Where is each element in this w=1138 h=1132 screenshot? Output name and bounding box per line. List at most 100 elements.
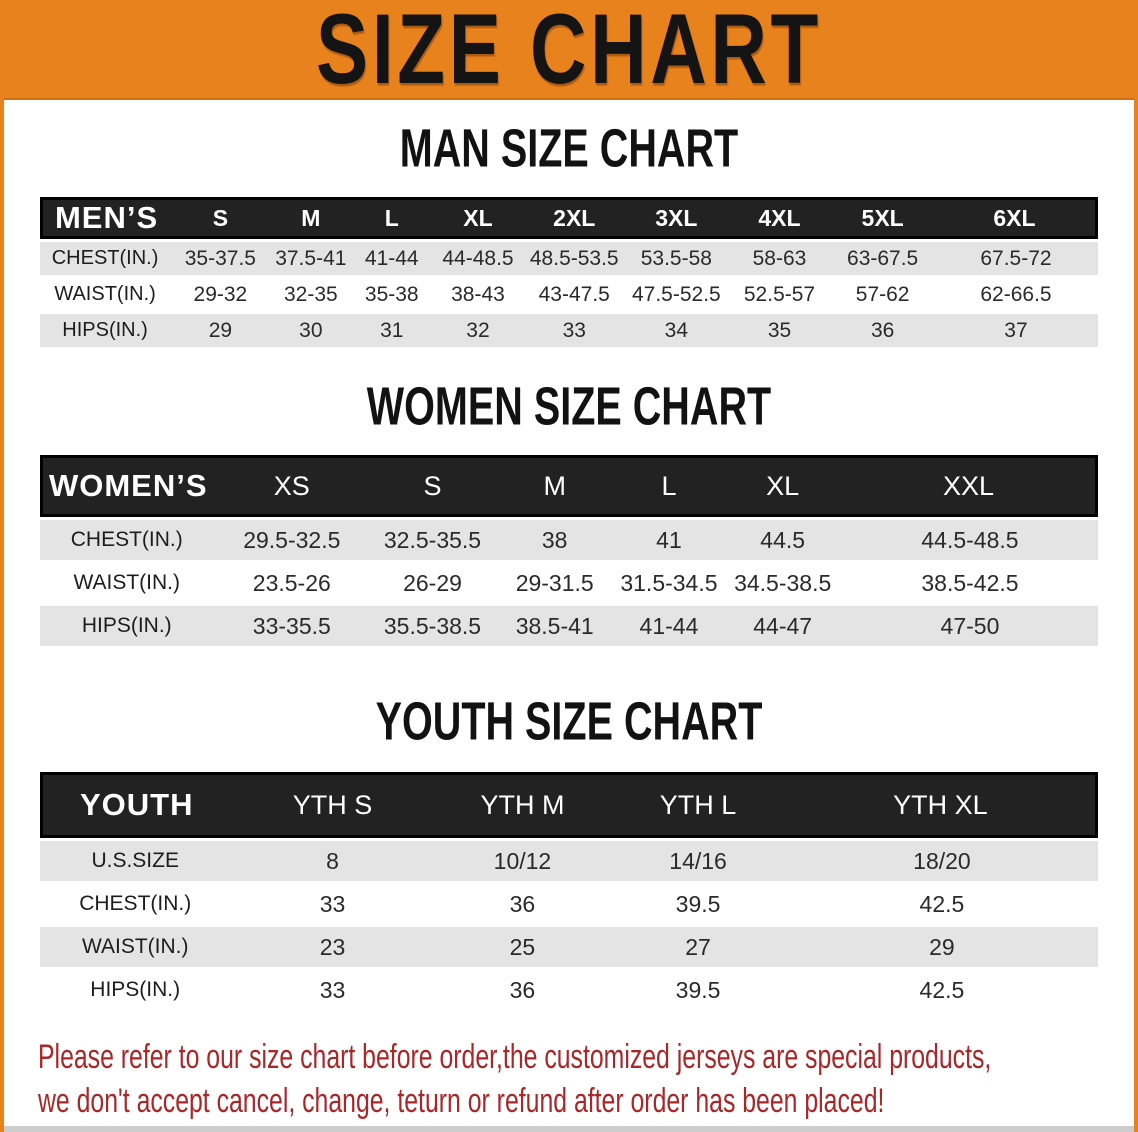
table-row: HIPS(IN.) 33-35.5 35.5-38.5 38.5-41 41-44 44-… (40, 606, 1098, 646)
size-value-cell: 29-31.5 (494, 563, 615, 603)
table-row: HIPS(IN.) 29 30 31 32 33 34 35 36 37 (40, 314, 1098, 347)
size-value-cell: 37 (933, 314, 1098, 347)
size-value-cell: 37.5-41 (270, 242, 352, 275)
size-value-cell: 38-43 (432, 278, 524, 311)
size-value-cell: 29 (170, 314, 271, 347)
size-value-cell: 41 (614, 520, 724, 560)
row-label: CHEST(IN.) (40, 242, 171, 275)
size-value-cell: 8 (230, 841, 435, 881)
size-column-header: YTH L (610, 772, 786, 838)
size-value-cell: 32.5-35.5 (370, 520, 495, 560)
size-value-cell: 23 (230, 927, 435, 967)
row-label: HIPS(IN.) (40, 970, 231, 1010)
row-label: HIPS(IN.) (40, 314, 171, 347)
banner-title: SIZE CHART (316, 0, 822, 104)
men-section: MAN SIZE CHART MEN’S S M L XL 2XL 3XL 4XL 5XL 6XL… (0, 118, 1138, 350)
size-value-cell: 53.5-58 (625, 242, 728, 275)
women-section-title: WOMEN SIZE CHART (366, 375, 772, 437)
size-value-cell: 32-35 (270, 278, 352, 311)
size-value-cell: 31.5-34.5 (614, 563, 724, 603)
size-value-cell: 32 (432, 314, 524, 347)
men-section-title: MAN SIZE CHART (399, 117, 739, 179)
women-section: WOMEN SIZE CHART WOMEN’S XS S M L XL XXL CHEST(… (0, 376, 1138, 649)
row-label: WAIST(IN.) (40, 563, 214, 603)
size-value-cell: 44-47 (723, 606, 842, 646)
size-column-header: 2XL (523, 197, 626, 239)
youth-section: YOUTH SIZE CHART YOUTH YTH S YTH M YTH L YTH… (0, 691, 1138, 1013)
youth-section-title: YOUTH SIZE CHART (375, 690, 763, 752)
size-value-cell: 27 (610, 927, 786, 967)
size-value-cell: 33-35.5 (213, 606, 371, 646)
size-column-header: YTH S (230, 772, 435, 838)
size-column-header: S (170, 197, 271, 239)
left-border-strip (0, 0, 4, 1132)
banner: SIZE CHART (0, 0, 1138, 104)
size-column-header: M (270, 197, 352, 239)
size-value-cell: 35.5-38.5 (370, 606, 495, 646)
table-header-row: MEN’S S M L XL 2XL 3XL 4XL 5XL 6XL (40, 197, 1098, 239)
table-header-row: WOMEN’S XS S M L XL XXL (40, 455, 1098, 517)
size-value-cell: 52.5-57 (727, 278, 832, 311)
size-column-header: XXL (841, 455, 1098, 517)
size-column-header: 5XL (831, 197, 934, 239)
size-value-cell: 38.5-41 (494, 606, 615, 646)
size-value-cell: 34 (625, 314, 728, 347)
table-header-label: WOMEN’S (40, 455, 214, 517)
size-value-cell: 48.5-53.5 (523, 242, 626, 275)
table-row: WAIST(IN.) 23 25 27 29 (40, 927, 1098, 967)
size-value-cell: 36 (434, 970, 611, 1010)
size-value-cell: 25 (434, 927, 611, 967)
size-column-header: 3XL (625, 197, 728, 239)
size-value-cell: 33 (523, 314, 626, 347)
size-value-cell: 47.5-52.5 (625, 278, 728, 311)
size-column-header: XS (213, 455, 371, 517)
row-label: CHEST(IN.) (40, 884, 231, 924)
size-column-header: XL (723, 455, 842, 517)
size-value-cell: 30 (270, 314, 352, 347)
size-value-cell: 57-62 (831, 278, 934, 311)
table-row: WAIST(IN.) 29-32 32-35 35-38 38-43 43-47.5 47.… (40, 278, 1098, 311)
size-column-header: YTH M (434, 772, 611, 838)
size-column-header: L (351, 197, 433, 239)
row-label: WAIST(IN.) (40, 278, 171, 311)
size-value-cell: 67.5-72 (933, 242, 1098, 275)
size-value-cell: 43-47.5 (523, 278, 626, 311)
size-value-cell: 42.5 (785, 884, 1098, 924)
size-value-cell: 44.5 (723, 520, 842, 560)
table-row: WAIST(IN.) 23.5-26 26-29 29-31.5 31.5-34.5 34… (40, 563, 1098, 603)
size-value-cell: 36 (434, 884, 611, 924)
size-value-cell: 14/16 (610, 841, 786, 881)
size-value-cell: 29-32 (170, 278, 271, 311)
size-value-cell: 41-44 (614, 606, 724, 646)
size-value-cell: 35-37.5 (170, 242, 271, 275)
size-column-header: 6XL (933, 197, 1098, 239)
row-label: CHEST(IN.) (40, 520, 214, 560)
size-value-cell: 29.5-32.5 (213, 520, 371, 560)
size-value-cell: 23.5-26 (213, 563, 371, 603)
row-label: U.S.SIZE (40, 841, 231, 881)
size-value-cell: 63-67.5 (831, 242, 934, 275)
row-label: WAIST(IN.) (40, 927, 231, 967)
size-value-cell: 10/12 (434, 841, 611, 881)
size-column-header: M (494, 455, 615, 517)
size-value-cell: 29 (785, 927, 1098, 967)
table-row: CHEST(IN.) 29.5-32.5 32.5-35.5 38 41 44.5 44.5… (40, 520, 1098, 560)
youth-size-table: YOUTH YTH S YTH M YTH L YTH XL U.S.SIZE 8 10/12… (40, 769, 1098, 1013)
size-column-header: L (614, 455, 724, 517)
table-header-label: YOUTH (40, 772, 231, 838)
size-value-cell: 42.5 (785, 970, 1098, 1010)
table-row: U.S.SIZE 8 10/12 14/16 18/20 (40, 841, 1098, 881)
row-label: HIPS(IN.) (40, 606, 214, 646)
table-header-row: YOUTH YTH S YTH M YTH L YTH XL (40, 772, 1098, 838)
size-charts: MAN SIZE CHART MEN’S S M L XL 2XL 3XL 4XL 5XL 6XL… (0, 118, 1138, 1013)
size-value-cell: 34.5-38.5 (723, 563, 842, 603)
table-header-label: MEN’S (40, 197, 171, 239)
size-value-cell: 44-48.5 (432, 242, 524, 275)
size-value-cell: 35 (727, 314, 832, 347)
size-value-cell: 18/20 (785, 841, 1098, 881)
size-column-header: XL (432, 197, 524, 239)
size-value-cell: 33 (230, 970, 435, 1010)
men-size-table: MEN’S S M L XL 2XL 3XL 4XL 5XL 6XL CHEST(IN.) 35-37… (40, 194, 1098, 350)
size-value-cell: 47-50 (841, 606, 1098, 646)
